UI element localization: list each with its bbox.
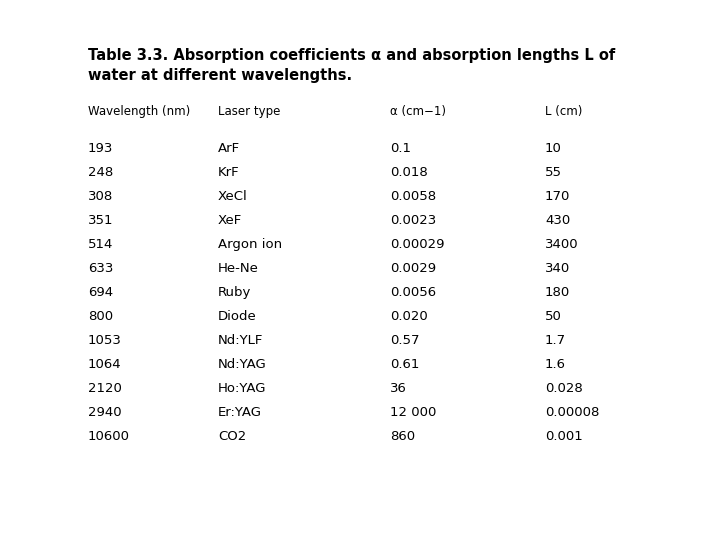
- Text: 0.018: 0.018: [390, 166, 428, 179]
- Text: 1.6: 1.6: [545, 358, 566, 371]
- Text: CO2: CO2: [218, 430, 246, 443]
- Text: 50: 50: [545, 310, 562, 323]
- Text: 0.0056: 0.0056: [390, 286, 436, 299]
- Text: 0.020: 0.020: [390, 310, 428, 323]
- Text: 0.57: 0.57: [390, 334, 420, 347]
- Text: ArF: ArF: [218, 142, 240, 155]
- Text: 351: 351: [88, 214, 114, 227]
- Text: 193: 193: [88, 142, 113, 155]
- Text: 0.028: 0.028: [545, 382, 582, 395]
- Text: XeF: XeF: [218, 214, 242, 227]
- Text: 800: 800: [88, 310, 113, 323]
- Text: 2940: 2940: [88, 406, 122, 419]
- Text: 10: 10: [545, 142, 562, 155]
- Text: 0.61: 0.61: [390, 358, 419, 371]
- Text: Argon ion: Argon ion: [218, 238, 282, 251]
- Text: Table 3.3. Absorption coefficients α and absorption lengths L of: Table 3.3. Absorption coefficients α and…: [88, 48, 616, 63]
- Text: 514: 514: [88, 238, 113, 251]
- Text: α (cm−1): α (cm−1): [390, 105, 446, 118]
- Text: 1.7: 1.7: [545, 334, 566, 347]
- Text: 633: 633: [88, 262, 113, 275]
- Text: 0.00029: 0.00029: [390, 238, 444, 251]
- Text: 0.0029: 0.0029: [390, 262, 436, 275]
- Text: 2120: 2120: [88, 382, 122, 395]
- Text: Ho:YAG: Ho:YAG: [218, 382, 266, 395]
- Text: 1064: 1064: [88, 358, 122, 371]
- Text: Wavelength (nm): Wavelength (nm): [88, 105, 190, 118]
- Text: 12 000: 12 000: [390, 406, 436, 419]
- Text: L (cm): L (cm): [545, 105, 582, 118]
- Text: 0.001: 0.001: [545, 430, 582, 443]
- Text: 694: 694: [88, 286, 113, 299]
- Text: 1053: 1053: [88, 334, 122, 347]
- Text: 170: 170: [545, 190, 570, 203]
- Text: Diode: Diode: [218, 310, 257, 323]
- Text: water at different wavelengths.: water at different wavelengths.: [88, 68, 352, 83]
- Text: 340: 340: [545, 262, 570, 275]
- Text: Ruby: Ruby: [218, 286, 251, 299]
- Text: Er:YAG: Er:YAG: [218, 406, 262, 419]
- Text: 0.1: 0.1: [390, 142, 411, 155]
- Text: 0.0023: 0.0023: [390, 214, 436, 227]
- Text: He-Ne: He-Ne: [218, 262, 259, 275]
- Text: Nd:YAG: Nd:YAG: [218, 358, 266, 371]
- Text: Nd:YLF: Nd:YLF: [218, 334, 264, 347]
- Text: 308: 308: [88, 190, 113, 203]
- Text: 55: 55: [545, 166, 562, 179]
- Text: 36: 36: [390, 382, 407, 395]
- Text: 3400: 3400: [545, 238, 579, 251]
- Text: 430: 430: [545, 214, 570, 227]
- Text: 0.0058: 0.0058: [390, 190, 436, 203]
- Text: 860: 860: [390, 430, 415, 443]
- Text: 10600: 10600: [88, 430, 130, 443]
- Text: 0.00008: 0.00008: [545, 406, 599, 419]
- Text: 180: 180: [545, 286, 570, 299]
- Text: Laser type: Laser type: [218, 105, 280, 118]
- Text: KrF: KrF: [218, 166, 240, 179]
- Text: 248: 248: [88, 166, 113, 179]
- Text: XeCl: XeCl: [218, 190, 248, 203]
